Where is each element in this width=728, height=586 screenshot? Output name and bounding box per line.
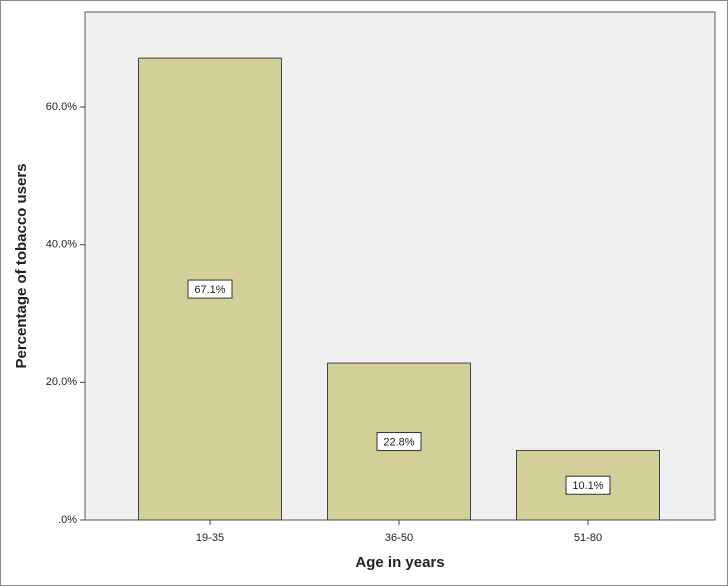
x-axis-title: Age in years — [355, 554, 444, 571]
y-tick-label: 20.0% — [46, 376, 77, 388]
value-label-box — [376, 432, 422, 452]
x-tick-label: 19-35 — [196, 532, 224, 544]
y-tick-label: 60.0% — [46, 101, 77, 113]
value-label-box — [565, 475, 611, 495]
x-tick-label: 36-50 — [385, 532, 413, 544]
y-tick-label: .0% — [58, 514, 77, 526]
x-tick-label: 51-80 — [574, 532, 602, 544]
value-label: 67.1% — [194, 284, 225, 296]
value-label: 22.8% — [383, 436, 414, 448]
y-axis-title: Percentage of tobacco users — [13, 163, 30, 368]
bar — [516, 449, 660, 521]
value-label: 10.1% — [572, 480, 603, 492]
y-tick-label: 40.0% — [46, 239, 77, 251]
value-label-box — [187, 279, 233, 299]
